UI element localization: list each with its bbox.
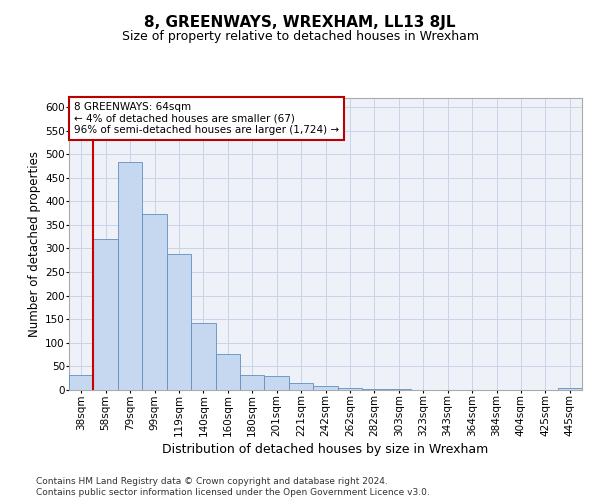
Bar — [557, 388, 582, 390]
Bar — [215, 354, 240, 390]
Bar — [289, 384, 313, 390]
Bar — [69, 376, 94, 390]
Bar — [191, 322, 215, 390]
Text: 8 GREENWAYS: 64sqm
← 4% of detached houses are smaller (67)
96% of semi-detached: 8 GREENWAYS: 64sqm ← 4% of detached hous… — [74, 102, 339, 135]
Bar — [94, 239, 118, 390]
Text: Contains HM Land Registry data © Crown copyright and database right 2024.
Contai: Contains HM Land Registry data © Crown c… — [36, 478, 430, 497]
Bar — [118, 162, 142, 390]
Text: Size of property relative to detached houses in Wrexham: Size of property relative to detached ho… — [121, 30, 479, 43]
Bar — [265, 376, 289, 390]
Bar — [362, 388, 386, 390]
X-axis label: Distribution of detached houses by size in Wrexham: Distribution of detached houses by size … — [163, 443, 488, 456]
Bar — [313, 386, 338, 390]
Text: 8, GREENWAYS, WREXHAM, LL13 8JL: 8, GREENWAYS, WREXHAM, LL13 8JL — [144, 15, 456, 30]
Y-axis label: Number of detached properties: Number of detached properties — [28, 151, 41, 337]
Bar — [240, 375, 265, 390]
Bar — [338, 388, 362, 390]
Bar — [386, 389, 411, 390]
Bar — [142, 214, 167, 390]
Bar — [167, 254, 191, 390]
